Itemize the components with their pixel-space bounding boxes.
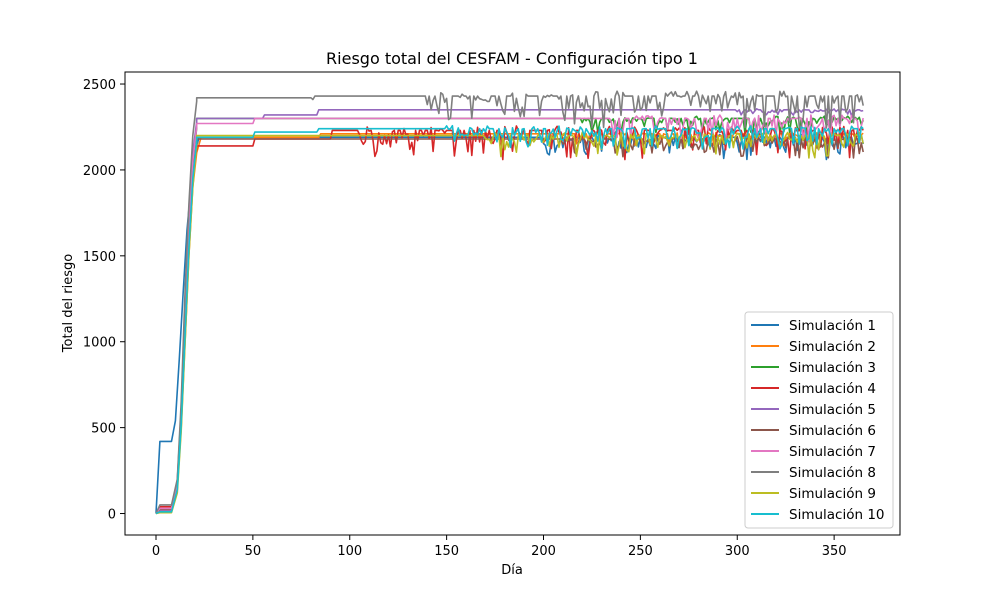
legend-box — [744, 311, 894, 529]
y-axis-title: Total del riesgo — [61, 254, 76, 353]
legend-label-2: Simulación 2 — [789, 339, 876, 355]
x-tick-label: 150 — [434, 544, 459, 559]
legend-label-3: Simulación 3 — [789, 360, 876, 376]
legend: Simulación 1 Simulación 2 Simulación 3 Simu… — [744, 311, 894, 529]
series-line-8 — [155, 90, 864, 514]
y-tick-label: 1500 — [83, 250, 116, 265]
y-tick-label: 1000 — [83, 336, 116, 351]
plot-frame — [124, 71, 901, 536]
legend-label-9: Simulación 9 — [789, 486, 876, 502]
y-axis: 0 500 1000 1500 2000 2500 — [83, 78, 125, 523]
y-tick-label: 2000 — [83, 164, 116, 179]
legend-label-8: Simulación 8 — [789, 465, 876, 481]
y-tick-label: 500 — [91, 422, 116, 437]
legend-label-4: Simulación 4 — [789, 381, 876, 397]
x-tick-label: 350 — [822, 544, 847, 559]
y-tick-label: 0 — [108, 508, 116, 523]
chart-title: Riesgo total del CESFAM - Configuración … — [326, 49, 698, 68]
legend-label-7: Simulación 7 — [789, 444, 876, 460]
x-tick-label: 200 — [531, 544, 556, 559]
legend-label-6: Simulación 6 — [789, 423, 876, 439]
x-tick-label: 250 — [628, 544, 653, 559]
x-axis-title: Día — [501, 563, 523, 578]
y-tick-label: 2500 — [83, 78, 116, 93]
series-line-7 — [155, 114, 864, 514]
legend-label-1: Simulación 1 — [789, 318, 876, 334]
x-tick-label: 100 — [337, 544, 362, 559]
series-layer — [155, 90, 864, 515]
series-line-10 — [155, 124, 864, 515]
x-tick-label: 50 — [245, 544, 262, 559]
legend-label-10: Simulación 10 — [789, 507, 885, 523]
x-tick-label: 0 — [152, 544, 160, 559]
legend-label-5: Simulación 5 — [789, 402, 876, 418]
x-tick-label: 300 — [725, 544, 750, 559]
x-axis: 0 50 100 150 200 250 300 350 — [152, 535, 847, 559]
